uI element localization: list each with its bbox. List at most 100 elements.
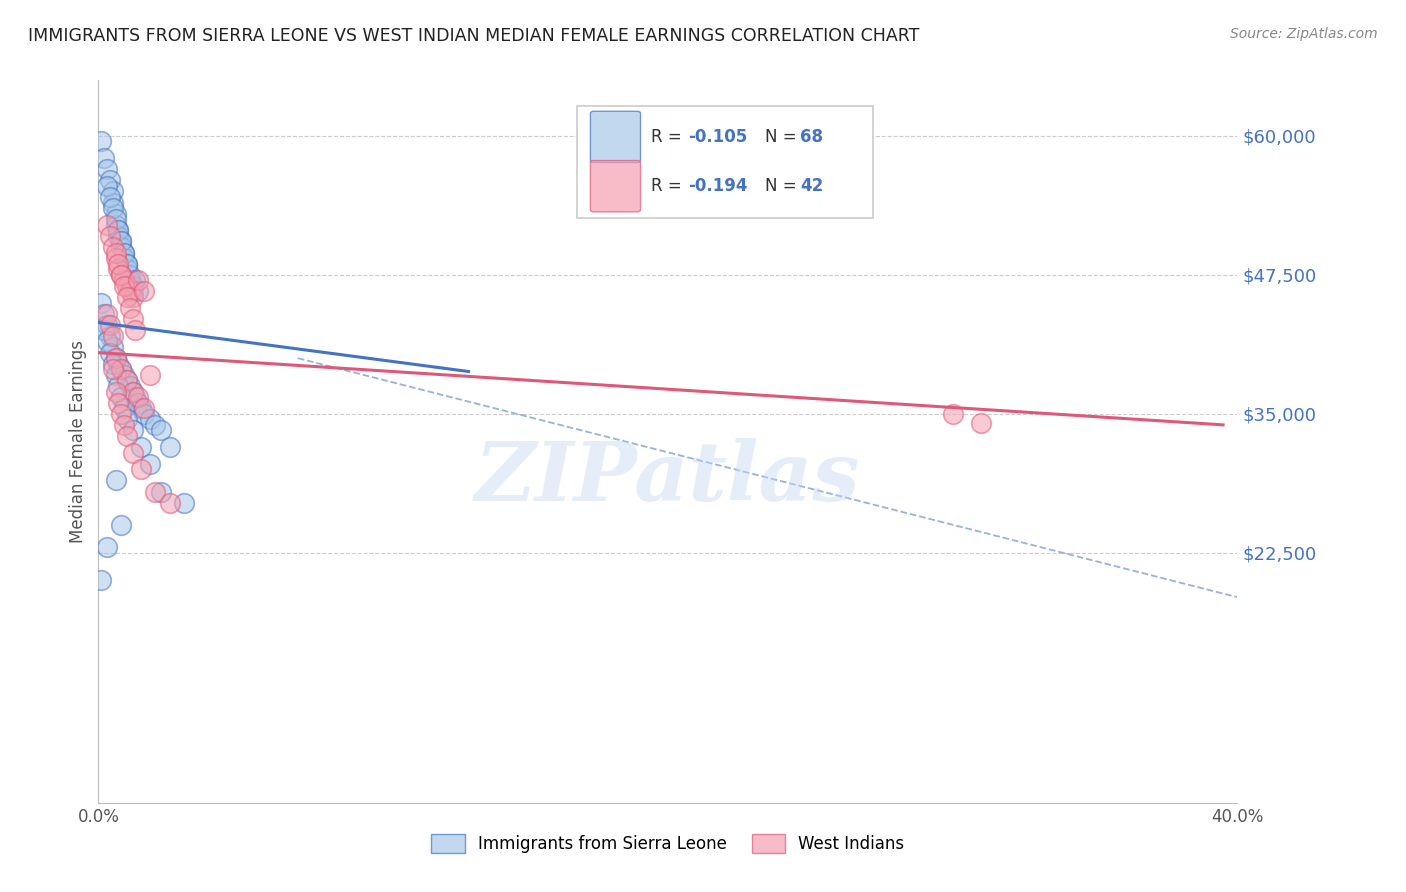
Point xyxy=(90,295,112,310)
Point xyxy=(107,395,129,409)
Point xyxy=(121,279,143,293)
Text: Source: ZipAtlas.com: Source: ZipAtlas.com xyxy=(1230,27,1378,41)
Point xyxy=(127,395,149,409)
Point xyxy=(93,307,115,321)
Point xyxy=(110,517,132,532)
Point xyxy=(121,424,143,438)
Point xyxy=(101,340,124,354)
Point xyxy=(110,362,132,376)
Point xyxy=(98,345,121,359)
Point xyxy=(150,424,173,438)
Point xyxy=(118,379,141,393)
Point xyxy=(145,484,167,499)
Point xyxy=(112,273,135,287)
Point xyxy=(107,223,129,237)
Point xyxy=(110,390,132,404)
Y-axis label: Median Female Earnings: Median Female Earnings xyxy=(69,340,87,543)
Point xyxy=(138,412,160,426)
Point xyxy=(110,240,132,254)
Point xyxy=(93,323,115,337)
Point xyxy=(110,268,132,282)
FancyBboxPatch shape xyxy=(591,161,641,212)
Point xyxy=(104,351,127,366)
Point xyxy=(129,401,152,416)
Point xyxy=(150,484,173,499)
Point xyxy=(132,285,155,299)
Point xyxy=(121,290,143,304)
Point xyxy=(115,262,138,277)
Point xyxy=(145,417,167,432)
Point xyxy=(129,462,152,476)
Point xyxy=(101,362,124,376)
Point xyxy=(115,373,138,387)
Text: 42: 42 xyxy=(800,178,823,195)
Text: R =: R = xyxy=(651,128,686,146)
Point xyxy=(115,373,138,387)
Point xyxy=(110,235,132,249)
Point xyxy=(112,245,135,260)
Point xyxy=(104,351,127,366)
Text: N =: N = xyxy=(765,178,801,195)
Point xyxy=(104,212,127,227)
Point xyxy=(115,290,138,304)
Point xyxy=(970,416,993,430)
Point xyxy=(104,368,127,382)
Point xyxy=(107,262,129,277)
Point xyxy=(132,401,155,416)
Point xyxy=(90,574,112,588)
Point xyxy=(96,318,118,332)
Point xyxy=(121,384,143,399)
Point xyxy=(112,417,135,432)
Point xyxy=(101,329,124,343)
Point xyxy=(96,307,118,321)
Point xyxy=(104,245,127,260)
Point xyxy=(110,362,132,376)
Point xyxy=(112,279,135,293)
Point xyxy=(138,368,160,382)
Legend: Immigrants from Sierra Leone, West Indians: Immigrants from Sierra Leone, West India… xyxy=(425,827,911,860)
Point xyxy=(104,384,127,399)
Point xyxy=(942,407,965,421)
Point xyxy=(118,285,141,299)
Point xyxy=(118,301,141,315)
Point xyxy=(129,440,152,454)
Point xyxy=(104,207,127,221)
FancyBboxPatch shape xyxy=(576,105,873,218)
Point xyxy=(107,223,129,237)
Point xyxy=(110,268,132,282)
Point xyxy=(104,474,127,488)
Text: -0.105: -0.105 xyxy=(689,128,748,146)
Point xyxy=(138,457,160,471)
Point xyxy=(98,318,121,332)
FancyBboxPatch shape xyxy=(591,112,641,162)
Point xyxy=(101,240,124,254)
Text: IMMIGRANTS FROM SIERRA LEONE VS WEST INDIAN MEDIAN FEMALE EARNINGS CORRELATION C: IMMIGRANTS FROM SIERRA LEONE VS WEST IND… xyxy=(28,27,920,45)
Point xyxy=(107,228,129,243)
Point xyxy=(104,251,127,265)
Point xyxy=(127,273,149,287)
Point xyxy=(159,496,181,510)
Point xyxy=(101,185,124,199)
Point xyxy=(121,285,143,299)
Point xyxy=(98,173,121,187)
Point xyxy=(115,257,138,271)
Point xyxy=(98,329,121,343)
Point xyxy=(90,135,112,149)
Text: ZIPatlas: ZIPatlas xyxy=(475,438,860,517)
Point xyxy=(107,257,129,271)
Point xyxy=(115,279,138,293)
Point xyxy=(112,401,135,416)
Point xyxy=(121,445,143,459)
Point xyxy=(101,357,124,371)
Text: 68: 68 xyxy=(800,128,823,146)
Point xyxy=(96,218,118,232)
Point xyxy=(132,407,155,421)
Point xyxy=(121,312,143,326)
Point xyxy=(112,245,135,260)
Point xyxy=(96,334,118,349)
Point xyxy=(96,178,118,193)
Point xyxy=(127,285,149,299)
Point xyxy=(112,251,135,265)
Point xyxy=(93,151,115,165)
Point xyxy=(96,162,118,177)
